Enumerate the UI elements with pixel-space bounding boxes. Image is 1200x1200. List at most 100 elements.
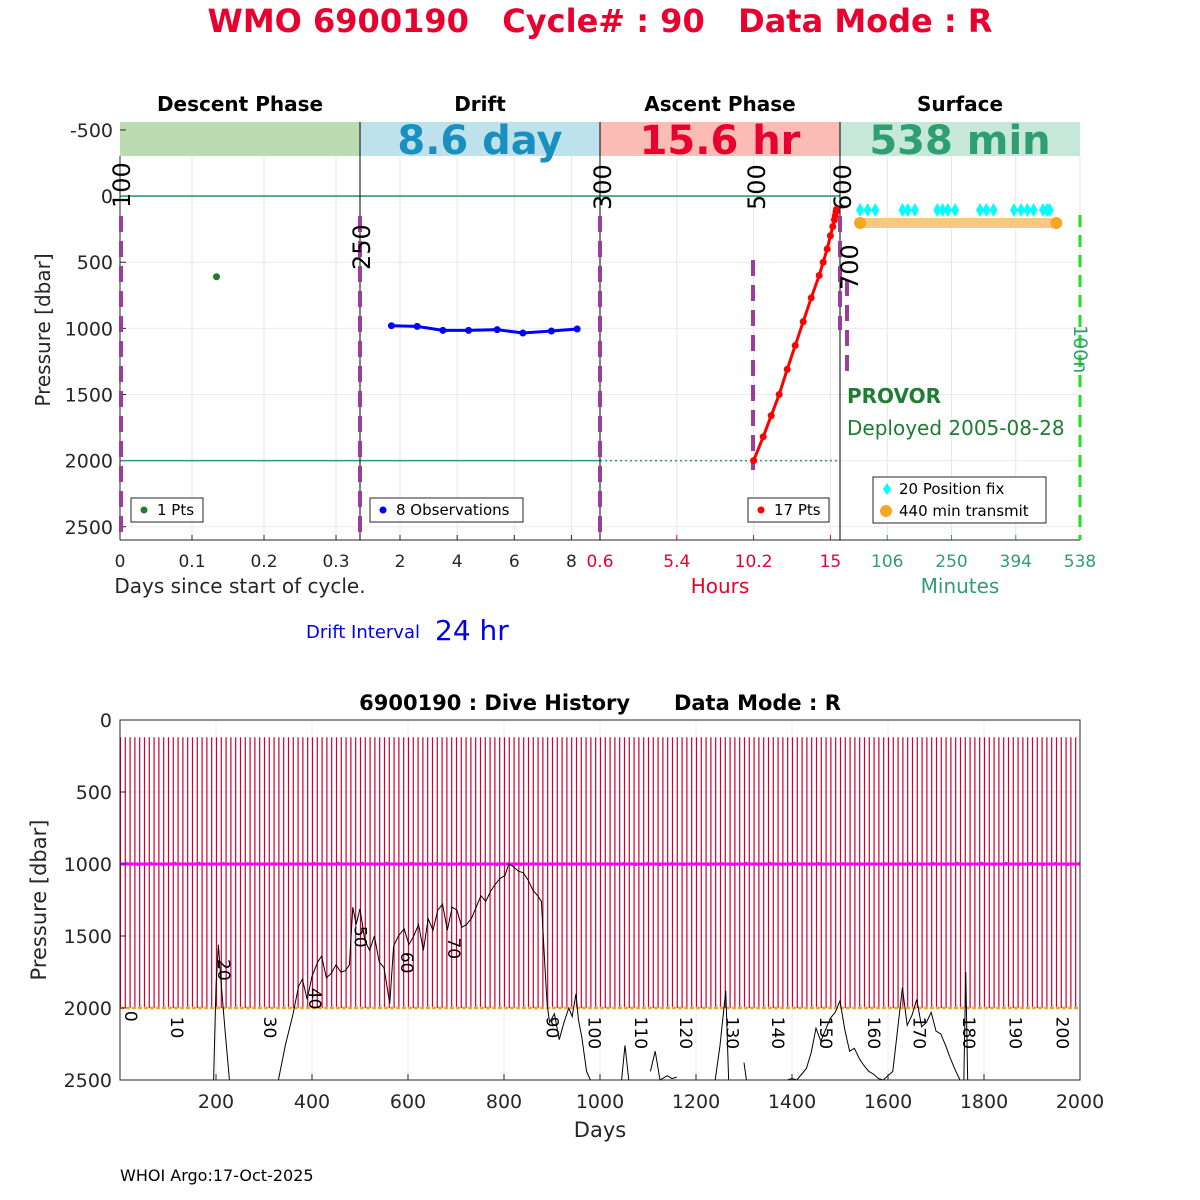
position-fix-point: [871, 203, 880, 217]
history-cycle-label: 120: [675, 1017, 695, 1049]
history-title: 6900190 : Dive History Data Mode : R: [359, 691, 841, 715]
history-bottom-trace: [787, 971, 969, 1081]
position-fix-point: [1038, 203, 1047, 217]
history-bottom-trace: [277, 863, 591, 1081]
drift-point: [547, 327, 555, 335]
phase-duration-ascent: 15.6 hr: [640, 118, 801, 164]
ascent-point: [807, 294, 815, 302]
x-tick-label-descent: 0.1: [178, 552, 205, 572]
x-tick-label-surface: 106: [871, 552, 903, 572]
history-cycle-label: 200: [1052, 1017, 1072, 1049]
ascent-point: [750, 457, 758, 465]
drift-line: [391, 324, 578, 335]
ascent-point: [815, 271, 823, 279]
position-fix-point: [898, 203, 907, 217]
ascent-point: [819, 258, 827, 266]
position-fix-point: [903, 203, 912, 217]
transmit-end: [1050, 217, 1063, 229]
x-tick-label-drift: 6: [509, 552, 520, 572]
phase-header-ascent: Ascent Phase: [644, 92, 795, 116]
x-tick-label-descent: 0.2: [250, 552, 277, 572]
float-type-label: PROVOR: [847, 384, 941, 408]
legend-descent: 1 Pts: [130, 497, 204, 523]
history-cycle-label: 140: [767, 1017, 787, 1049]
legend-ascent: 17 Pts: [747, 497, 830, 523]
position-fix-point: [951, 203, 960, 217]
marker-label-100: 100: [108, 162, 136, 208]
legend-surface-frame: [872, 476, 1047, 524]
history-x-tick-label: 1600: [864, 1091, 912, 1113]
history-x-tick-label: 1800: [960, 1091, 1008, 1113]
legend-surface-marker: [880, 505, 892, 517]
position-fix-point: [933, 203, 942, 217]
legend-descent-marker: [140, 506, 148, 514]
marker-label-300: 300: [589, 164, 617, 210]
x-tick-label-surface: 538: [1064, 552, 1096, 572]
x-tick-label-surface: 250: [935, 552, 967, 572]
x-axis-label-ascent: Hours: [691, 574, 750, 598]
history-cycle-label: 60: [396, 952, 416, 974]
history-y-tick-label: 1000: [64, 854, 112, 876]
history-profile-bars: [119, 737, 1077, 1008]
position-fix-point: [1029, 203, 1038, 217]
x-tick-label-ascent: 0.6: [586, 552, 613, 572]
y-tick-label: 500: [77, 252, 113, 274]
drift-interval-label: Drift Interval: [306, 622, 420, 643]
position-fix-point: [938, 203, 947, 217]
history-cycle-label: 40: [304, 988, 324, 1010]
drift-point: [573, 325, 581, 333]
position-fix-point: [976, 203, 985, 217]
x-tick-label-descent: 0.3: [322, 552, 349, 572]
history-x-axis-label: Days: [574, 1118, 626, 1142]
history-cycle-label: 170: [909, 1017, 929, 1049]
x-tick-label-surface: 394: [1000, 552, 1032, 572]
history-x-tick-label: 200: [198, 1091, 234, 1113]
position-fix-point: [863, 203, 872, 217]
phase-duration-drift: 8.6 day: [397, 118, 562, 164]
ascent-point: [775, 390, 783, 398]
history-cycle-label: 110: [630, 1017, 650, 1049]
history-y-axis-label: Pressure [dbar]: [27, 820, 51, 981]
history-y-tick-label: 1500: [64, 926, 112, 948]
history-bottom-trace: [649, 1051, 677, 1081]
marker-label-700: 700: [836, 244, 864, 290]
legend-drift-frame: [369, 497, 524, 523]
history-cycle-label: 10: [166, 1017, 186, 1039]
transmit-start: [854, 217, 867, 229]
history-cycle-label: 30: [259, 1017, 279, 1039]
y-tick-label: 1500: [65, 384, 113, 406]
ascent-line: [752, 209, 838, 462]
position-fix-point: [989, 203, 998, 217]
ascent-point: [759, 433, 767, 441]
ascent-point: [832, 205, 840, 213]
y-tick-label: 2500: [65, 517, 113, 539]
drift-point: [439, 326, 447, 334]
legend-surface-text: 20 Position fix: [899, 480, 1004, 498]
phase-header-drift: Drift: [454, 92, 506, 116]
descent-point: [212, 273, 220, 281]
history-cycle-label: 190: [1005, 1017, 1025, 1049]
history-bottom-trace: [621, 1045, 630, 1081]
legend-ascent-text: 17 Pts: [774, 501, 821, 519]
position-fix-point: [1017, 203, 1026, 217]
ascent-point: [829, 223, 837, 230]
marker-label-500: 500: [743, 164, 771, 210]
drift-point: [465, 326, 473, 334]
history-x-tick-label: 2000: [1056, 1091, 1104, 1113]
ascent-point: [791, 342, 799, 350]
marker-label-end: 100n: [1069, 325, 1091, 373]
deployed-label: Deployed 2005-08-28: [847, 416, 1065, 440]
phase-band-surface: [840, 122, 1080, 156]
history-x-tick-label: 1400: [768, 1091, 816, 1113]
marker-label-250: 250: [348, 224, 376, 270]
x-axis-label-descent: Days since start of cycle.: [114, 574, 365, 598]
legend-drift-marker: [379, 506, 387, 514]
x-tick-label-ascent: 10.2: [735, 552, 773, 572]
history-y-tick-label: 2000: [64, 998, 112, 1020]
panel-descent: 0 0.1 0.2 0.3 Descent Phase Days since start …: [114, 92, 365, 598]
position-fix-point: [943, 203, 952, 217]
history-cycle-label: 180: [958, 1017, 978, 1049]
history-cycle-label: 100: [584, 1017, 604, 1049]
